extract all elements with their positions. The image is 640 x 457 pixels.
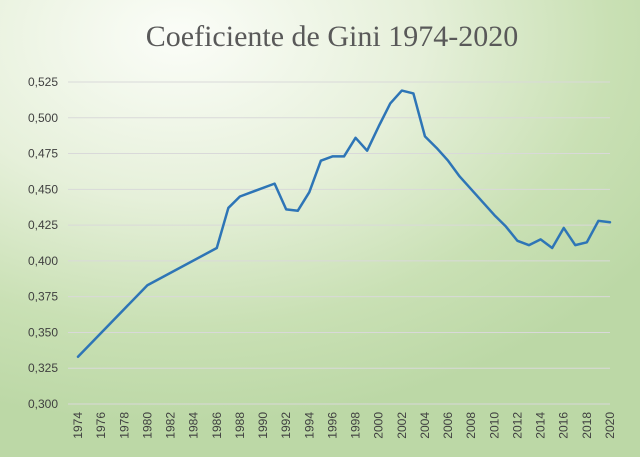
x-tick-label: 1978 — [117, 412, 131, 439]
x-tick-label: 1994 — [302, 412, 316, 439]
x-tick-label: 2012 — [510, 412, 524, 439]
y-tick-label: 0,450 — [28, 182, 58, 196]
x-tick-label: 2000 — [372, 412, 386, 439]
y-tick-label: 0,475 — [28, 147, 58, 161]
x-tick-label: 2004 — [418, 412, 432, 439]
x-tick-label: 1988 — [233, 412, 247, 439]
x-tick-label: 1980 — [140, 412, 154, 439]
x-tick-label: 2010 — [487, 412, 501, 439]
x-tick-label: 1984 — [187, 412, 201, 439]
x-tick-label: 1996 — [325, 412, 339, 439]
y-tick-label: 0,525 — [28, 75, 58, 89]
x-axis-ticks: 1974 1976 1978 1980 1982 1984 1986 1988 1990 1992… — [71, 412, 617, 439]
y-axis-ticks: 0,300 0,325 0,350 0,375 0,400 0,425 0,450 0,475… — [28, 75, 58, 411]
x-tick-label: 1992 — [279, 412, 293, 439]
y-tick-label: 0,400 — [28, 254, 58, 268]
gridlines — [68, 81, 610, 405]
x-tick-label: 1982 — [164, 412, 178, 439]
y-tick-label: 0,300 — [28, 397, 58, 411]
x-tick-label: 2002 — [395, 412, 409, 439]
x-tick-label: 2014 — [534, 412, 548, 439]
x-tick-label: 2008 — [464, 412, 478, 439]
x-tick-label: 2018 — [580, 412, 594, 439]
y-tick-label: 0,350 — [28, 325, 58, 339]
y-tick-label: 0,500 — [28, 111, 58, 125]
x-tick-label: 1976 — [94, 412, 108, 439]
series-line — [76, 89, 612, 359]
x-tick-label: 1990 — [256, 412, 270, 439]
y-tick-label: 0,325 — [28, 361, 58, 375]
x-tick-label: 1974 — [71, 412, 85, 439]
x-tick-label: 1986 — [210, 412, 224, 439]
y-tick-label: 0,425 — [28, 218, 58, 232]
x-tick-label: 2016 — [557, 412, 571, 439]
chart-title: Coeficiente de Gini 1974-2020 — [146, 20, 518, 53]
y-tick-label: 0,375 — [28, 290, 58, 304]
x-tick-label: 2020 — [603, 412, 617, 439]
x-tick-label: 2006 — [441, 412, 455, 439]
x-tick-label: 1998 — [349, 412, 363, 439]
